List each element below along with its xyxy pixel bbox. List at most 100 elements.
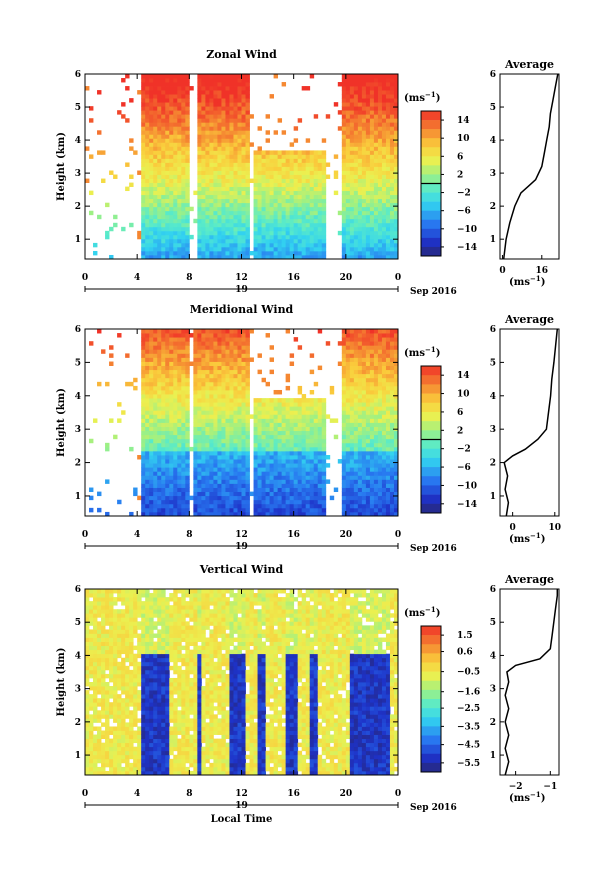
heatmap-cell [181, 377, 186, 383]
heatmap-cell [161, 158, 166, 163]
heatmap-cell [305, 170, 311, 175]
heatmap-cell [197, 410, 202, 415]
heatmap-cell [365, 110, 371, 115]
heatmap-cell [381, 503, 387, 509]
heatmap-cell [369, 329, 375, 334]
heatmap-cell [213, 78, 218, 83]
colorbar-band [421, 183, 441, 193]
heatmap-cell [161, 337, 166, 342]
heatmap-cell [109, 418, 114, 423]
heatmap-cell [273, 430, 279, 436]
heatmap-cell [233, 198, 238, 204]
heatmap-cell [241, 337, 246, 342]
heatmap-cell [153, 422, 158, 427]
heatmap-cell [393, 226, 399, 232]
heatmap-cell [381, 210, 387, 216]
heatmap-cell [237, 422, 242, 427]
heatmap-cell [197, 206, 202, 212]
heatmap-cell [313, 222, 319, 228]
heatmap-cell [221, 118, 226, 123]
heatmap-cell [353, 442, 359, 448]
heatmap-cell [297, 499, 303, 505]
heatmap-cell [161, 507, 166, 513]
heatmap-cell [165, 246, 170, 252]
heatmap-cell [285, 459, 291, 464]
heatmap-cell [321, 218, 327, 224]
heatmap-cell [273, 194, 279, 200]
heatmap-cell [225, 463, 230, 468]
heatmap-cell [261, 234, 266, 240]
heatmap-cell [341, 186, 347, 192]
heatmap-cell [209, 337, 214, 342]
heatmap-cell [233, 333, 238, 338]
heatmap-cell [141, 190, 146, 196]
heatmap-cell [377, 190, 383, 196]
heatmap-cell [357, 385, 363, 391]
heatmap-cell [177, 475, 182, 480]
heatmap-cell [153, 394, 158, 399]
heatmap-cell [377, 242, 383, 248]
heatmap-cell [177, 154, 182, 159]
heatmap-cell [181, 206, 186, 212]
heatmap-cell [269, 206, 274, 212]
heatmap-cell [241, 341, 246, 346]
heatmap-cell [345, 78, 351, 83]
heatmap-cell [309, 479, 315, 484]
heatmap-cell [169, 162, 174, 167]
heatmap-cell [165, 142, 170, 147]
heatmap-cell [353, 242, 359, 248]
heatmap-cell [185, 94, 190, 99]
heatmap-cell [377, 122, 383, 127]
heatmap-cell [313, 442, 319, 448]
heatmap-cell [365, 162, 371, 167]
heatmap-cell [381, 186, 387, 192]
heatmap-cell [161, 459, 166, 464]
heatmap-cell [221, 365, 226, 371]
heatmap-cell [353, 345, 359, 350]
heatmap-cell [369, 90, 375, 95]
heatmap-cell [365, 377, 371, 383]
heatmap-cell [257, 206, 262, 212]
heatmap-cell [181, 110, 186, 115]
heatmap-cell [349, 426, 355, 432]
heatmap-cell [273, 234, 279, 240]
heatmap-cell [229, 134, 234, 139]
heatmap-cell [345, 74, 351, 79]
heatmap-cell [245, 463, 250, 468]
heatmap-cell [285, 150, 291, 155]
heatmap-cell [277, 418, 283, 423]
heatmap-cell [193, 369, 198, 375]
heatmap-cell [233, 86, 238, 91]
heatmap-cell [361, 154, 367, 159]
heatmap-cell [317, 250, 323, 256]
heatmap-cell [221, 114, 226, 119]
heatmap-cell [209, 487, 214, 493]
heatmap-cell [233, 178, 238, 183]
heatmap-cell [161, 134, 166, 139]
heatmap-cell [225, 357, 230, 362]
heatmap-cell [229, 483, 234, 488]
heatmap-cell [285, 214, 291, 220]
heatmap-cell [237, 357, 242, 362]
heatmap-cell [229, 385, 234, 391]
heatmap-cell [261, 450, 266, 456]
heatmap-cell [141, 467, 146, 472]
heatmap-cell [269, 150, 274, 155]
heatmap-cell [373, 234, 379, 240]
heatmap-cell [297, 202, 303, 208]
heatmap-cell [193, 337, 198, 342]
heatmap-cell [349, 394, 355, 399]
heatmap-cell [297, 230, 303, 236]
heatmap-cell [245, 134, 250, 139]
heatmap-cell [157, 459, 162, 464]
heatmap-cell [141, 242, 146, 248]
heatmap-cell [185, 459, 190, 464]
heatmap-cell [261, 471, 266, 476]
heatmap-cell [229, 82, 234, 87]
heatmap-cell [233, 114, 238, 119]
heatmap-cell [369, 499, 375, 505]
heatmap-cell [237, 430, 242, 436]
heatmap-cell [273, 467, 279, 472]
heatmap-cell [321, 450, 327, 456]
heatmap-cell [265, 154, 270, 159]
